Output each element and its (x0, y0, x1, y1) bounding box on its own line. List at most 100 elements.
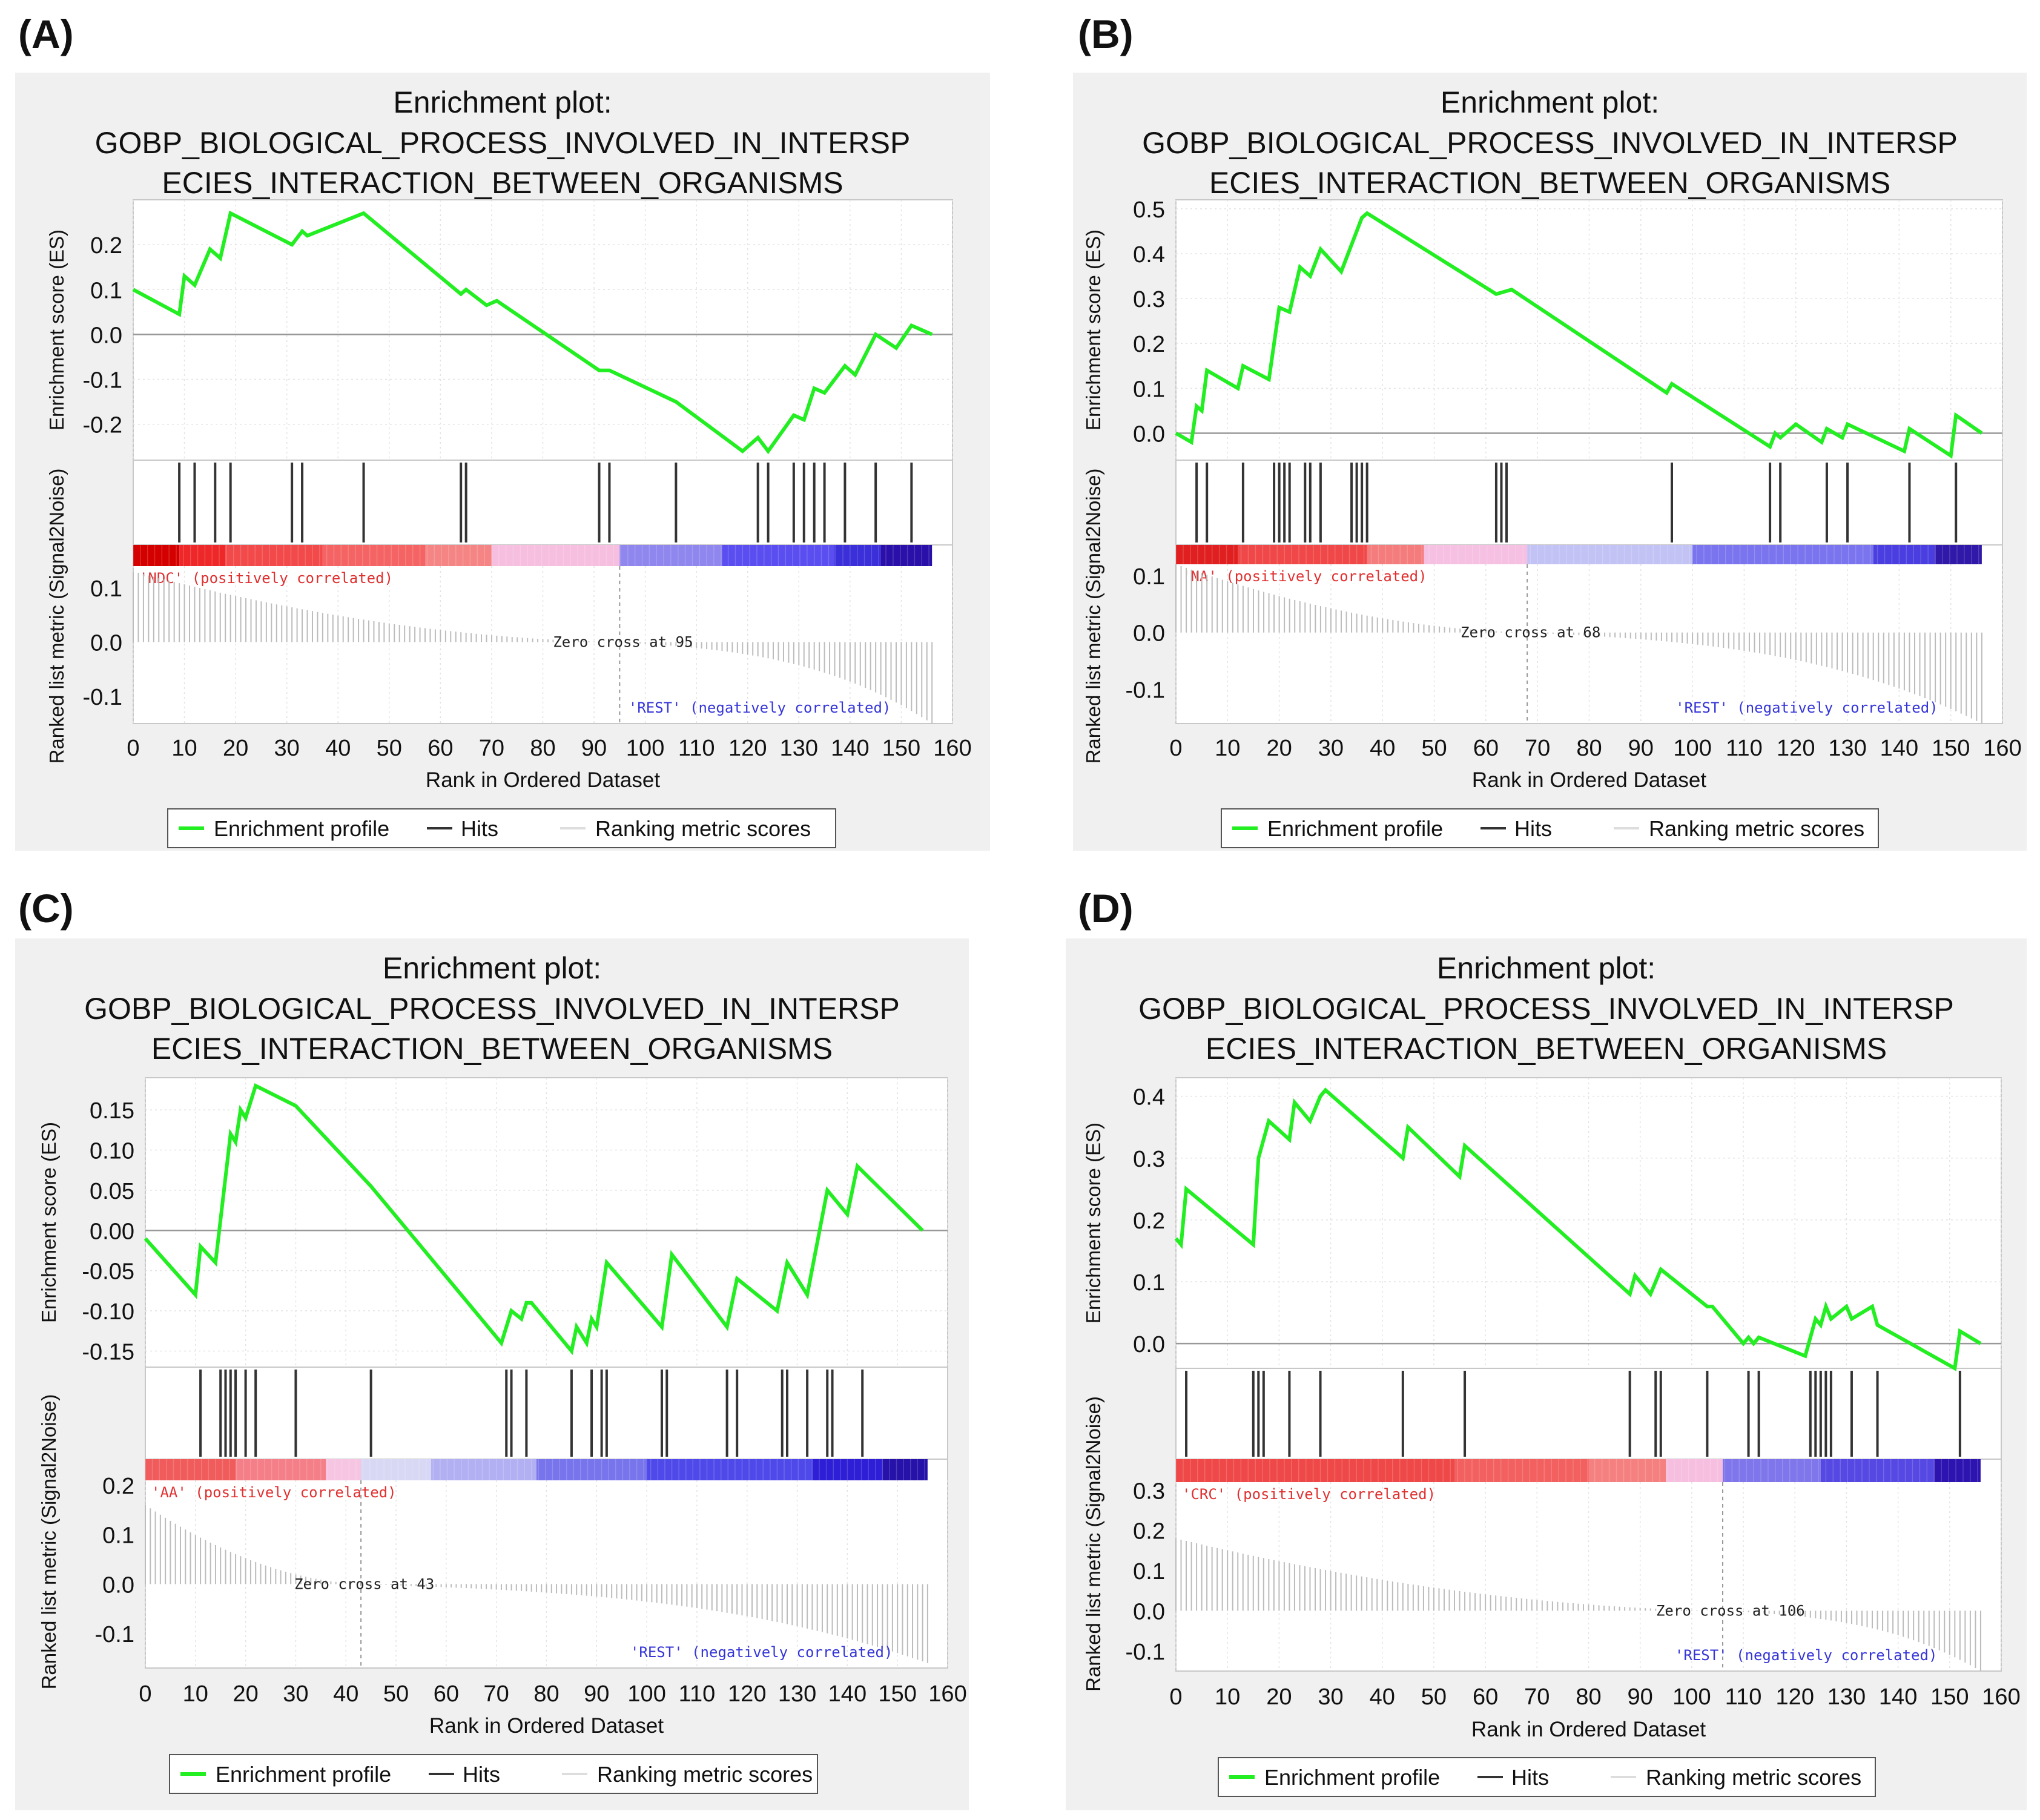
chart-title-line: GOBP_BIOLOGICAL_PROCESS_INVOLVED_IN_INTE… (1142, 126, 1958, 160)
x-tick-label: 40 (1370, 1684, 1395, 1710)
heatmap-segment (322, 545, 426, 566)
x-tick-label: 40 (1370, 736, 1395, 761)
x-tick-label: 150 (878, 1681, 916, 1707)
es-tick-label: 0.1 (1133, 377, 1165, 402)
legend-box (1218, 1757, 1876, 1797)
x-tick-label: 130 (778, 1681, 816, 1707)
heatmap-segment (1934, 1459, 1981, 1482)
es-tick-label: -0.15 (82, 1339, 134, 1365)
x-tick-label: 120 (728, 736, 767, 761)
x-tick-label: 50 (1421, 736, 1447, 761)
enrichment-plot-panel-a: Enrichment plot: GOBP_BIOLOGICAL_PROCESS_… (15, 73, 990, 851)
es-tick-label: 0.0 (1133, 422, 1165, 447)
x-tick-label: 110 (679, 1681, 716, 1707)
x-tick-label: 150 (882, 736, 920, 761)
x-tick-label: 160 (933, 736, 971, 761)
metric-tick-label: 0.1 (1133, 1559, 1165, 1584)
x-tick-label: 160 (1983, 736, 2021, 761)
heatmap-segment (326, 1459, 361, 1480)
heatmap-segment (361, 1459, 432, 1480)
legend-ranking-label: Ranking metric scores (597, 1762, 813, 1787)
x-tick-label: 70 (484, 1681, 509, 1707)
zero-cross-label: Zero cross at 43 (294, 1575, 434, 1592)
heatmap-segment (1935, 545, 1982, 564)
heatmap-segment (619, 545, 722, 566)
es-tick-label: -0.2 (83, 413, 122, 438)
es-tick-label: 0.1 (90, 278, 122, 303)
x-tick-label: 30 (1318, 1684, 1343, 1710)
heatmap-segment (1722, 1459, 1821, 1482)
metric-tick-label: 0.1 (90, 576, 122, 602)
metric-tick-label: 0.1 (102, 1523, 134, 1549)
x-tick-label: 50 (1421, 1684, 1447, 1710)
x-tick-label: 20 (1266, 1684, 1292, 1710)
enrichment-plot-panel-b: Enrichment plot: GOBP_BIOLOGICAL_PROCESS_… (1073, 73, 2027, 851)
heatmap-segment (1238, 545, 1367, 564)
heatmap-segment (536, 1459, 647, 1480)
x-tick-label: 110 (1725, 1684, 1762, 1710)
heatmap-segment (834, 545, 881, 566)
x-tick-label: 100 (627, 1681, 665, 1707)
x-tick-label: 110 (1726, 736, 1763, 761)
es-tick-label: 0.2 (90, 233, 122, 259)
panel-label-b: (B) (1078, 12, 1134, 56)
legend-hits-label: Hits (463, 1762, 500, 1787)
heatmap-segment (1454, 1459, 1589, 1482)
heatmap-segment (1820, 1459, 1935, 1482)
metric-tick-label: -0.1 (1126, 1640, 1165, 1665)
x-tick-label: 30 (274, 736, 300, 761)
x-axis-label: Rank in Ordered Dataset (426, 768, 660, 792)
x-tick-label: 20 (223, 736, 248, 761)
metric-tick-label: 0.1 (1133, 564, 1165, 590)
enrichment-plot-panel-c: Enrichment plot: GOBP_BIOLOGICAL_PROCESS_… (15, 938, 969, 1810)
heatmap-segment (236, 1459, 326, 1480)
x-tick-label: 140 (1880, 736, 1918, 761)
x-tick-label: 10 (1215, 1684, 1240, 1710)
zero-cross-label: Zero cross at 68 (1461, 624, 1600, 641)
metric-axis-label: Ranked list metric (Signal2Noise) (1082, 1396, 1104, 1692)
x-tick-label: 90 (1628, 736, 1654, 761)
x-tick-label: 80 (530, 736, 555, 761)
chart-title-line: GOBP_BIOLOGICAL_PROCESS_INVOLVED_IN_INTE… (1138, 992, 1954, 1026)
metric-tick-label: -0.1 (95, 1622, 134, 1647)
metric-tick-label: 0.3 (1133, 1479, 1165, 1504)
metric-tick-label: 0.0 (1133, 1599, 1165, 1624)
x-tick-label: 80 (1576, 736, 1602, 761)
x-tick-label: 150 (1930, 1684, 1969, 1710)
metric-axis-label: Ranked list metric (Signal2Noise) (38, 1394, 60, 1690)
x-tick-label: 150 (1932, 736, 1970, 761)
heatmap-segment (647, 1459, 813, 1480)
enrichment-plot-svg: Enrichment plot: GOBP_BIOLOGICAL_PROCESS_… (1082, 85, 2022, 848)
chart-title-line: Enrichment plot: (1441, 85, 1659, 119)
legend-box (169, 1754, 818, 1794)
legend-box (167, 808, 836, 848)
legend-hits-label: Hits (1511, 1765, 1549, 1790)
es-tick-label: 0.1 (1133, 1270, 1165, 1296)
chart-title-line: ECIES_INTERACTION_BETWEEN_ORGANISMS (151, 1032, 833, 1066)
legend-hits-label: Hits (461, 816, 498, 841)
chart-title-line: ECIES_INTERACTION_BETWEEN_ORGANISMS (1206, 1032, 1887, 1066)
heatmap-segment (225, 545, 323, 566)
enrichment-plot-svg: Enrichment plot: GOBP_BIOLOGICAL_PROCESS_… (1082, 951, 2021, 1797)
x-tick-label: 110 (678, 736, 715, 761)
heatmap-segment (1424, 545, 1528, 564)
heatmap-segment (812, 1459, 883, 1480)
legend-ranking-label: Ranking metric scores (1649, 816, 1864, 841)
negative-correlation-label: 'REST' (negatively correlated) (629, 699, 891, 716)
x-tick-label: 140 (831, 736, 869, 761)
es-tick-label: -0.10 (82, 1299, 134, 1325)
chart-title-line: Enrichment plot: (383, 951, 601, 985)
es-axis-label: Enrichment score (ES) (1082, 229, 1104, 430)
x-tick-label: 40 (325, 736, 351, 761)
heatmap-segment (882, 1459, 928, 1480)
x-tick-label: 130 (780, 736, 818, 761)
x-tick-label: 40 (333, 1681, 358, 1707)
es-tick-label: 0.3 (1133, 1147, 1165, 1172)
chart-title-line: Enrichment plot: (393, 85, 612, 119)
heatmap-segment (145, 1459, 236, 1480)
x-axis-label: Rank in Ordered Dataset (1471, 1718, 1706, 1741)
negative-correlation-label: 'REST' (negatively correlated) (630, 1644, 893, 1661)
es-tick-label: 0.4 (1133, 242, 1165, 268)
es-tick-label: 0.05 (90, 1179, 134, 1204)
x-tick-label: 50 (377, 736, 402, 761)
